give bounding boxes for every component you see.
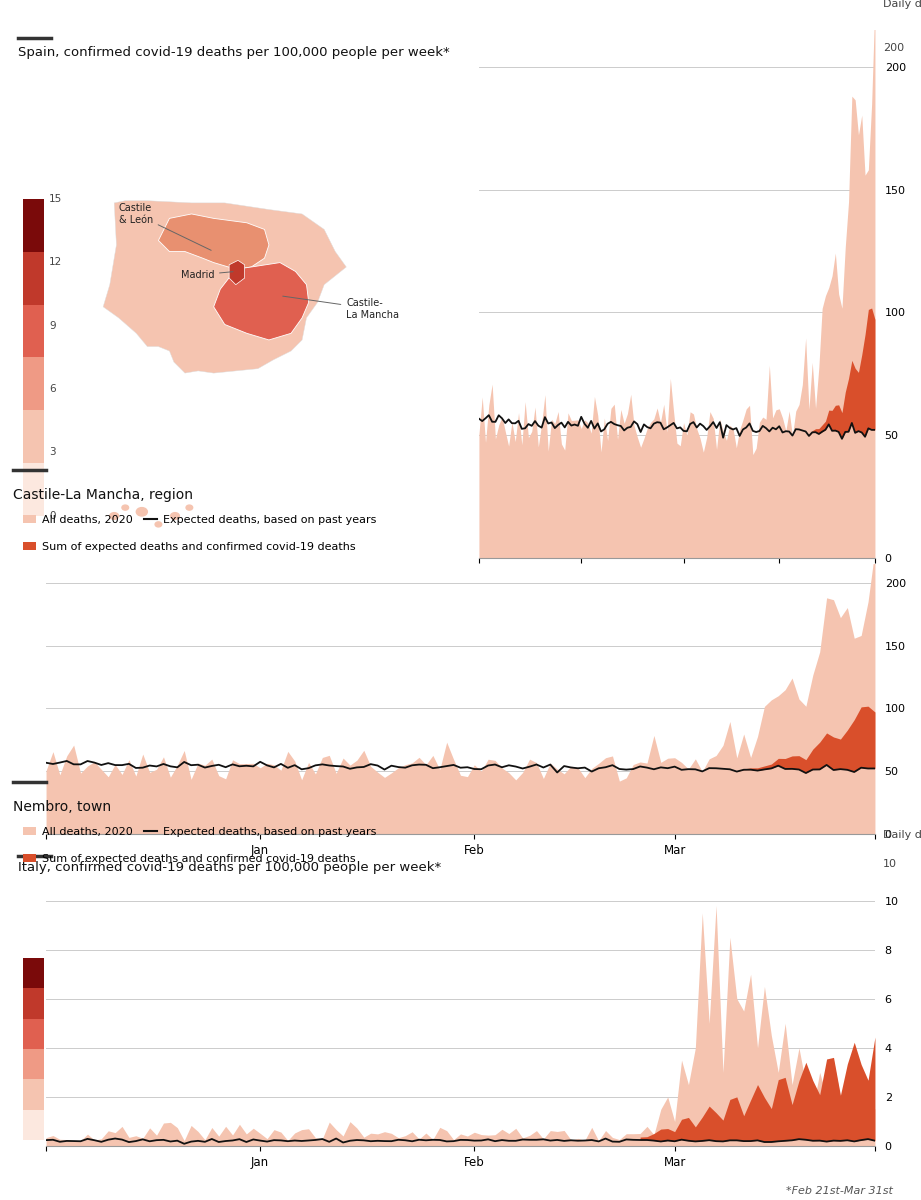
- Circle shape: [170, 512, 180, 520]
- Text: 15: 15: [50, 953, 63, 962]
- Text: Nembro: Nembro: [142, 892, 181, 912]
- FancyBboxPatch shape: [23, 358, 43, 410]
- FancyBboxPatch shape: [23, 989, 43, 1019]
- Text: 9: 9: [50, 320, 56, 331]
- FancyBboxPatch shape: [23, 1049, 43, 1079]
- Text: Castile
& León: Castile & León: [119, 203, 211, 251]
- FancyBboxPatch shape: [23, 958, 43, 989]
- Circle shape: [136, 508, 147, 516]
- Text: *Feb 21st-Mar 31st: *Feb 21st-Mar 31st: [787, 1186, 893, 1196]
- Polygon shape: [137, 889, 242, 937]
- Text: Daily deaths: Daily deaths: [883, 830, 921, 840]
- Polygon shape: [180, 916, 257, 965]
- FancyBboxPatch shape: [23, 199, 43, 252]
- Polygon shape: [116, 889, 305, 1109]
- Circle shape: [122, 505, 129, 510]
- FancyBboxPatch shape: [23, 410, 43, 463]
- Text: Bergamo: Bergamo: [180, 900, 244, 918]
- FancyBboxPatch shape: [23, 252, 43, 305]
- Text: 6: 6: [50, 1062, 56, 1073]
- Text: 15: 15: [50, 194, 63, 204]
- Polygon shape: [103, 200, 346, 373]
- Text: 10: 10: [883, 859, 897, 869]
- FancyBboxPatch shape: [23, 463, 43, 516]
- Text: Nembro, town: Nembro, town: [13, 800, 111, 815]
- Text: 6: 6: [50, 384, 56, 394]
- Polygon shape: [214, 263, 309, 340]
- FancyBboxPatch shape: [23, 1110, 43, 1140]
- Text: Castile-La Mancha, region: Castile-La Mancha, region: [13, 488, 192, 503]
- Text: 12: 12: [50, 257, 63, 268]
- Legend: Sum of expected deaths and confirmed covid-19 deaths: Sum of expected deaths and confirmed cov…: [18, 850, 360, 868]
- Circle shape: [155, 522, 162, 527]
- Text: 12: 12: [50, 989, 63, 1000]
- Text: Castile-
La Mancha: Castile- La Mancha: [283, 296, 400, 320]
- Legend: Sum of expected deaths and confirmed covid-19 deaths: Sum of expected deaths and confirmed cov…: [18, 538, 360, 556]
- Circle shape: [172, 913, 180, 922]
- Text: Madrid: Madrid: [181, 270, 233, 280]
- Text: Daily deaths: Daily deaths: [883, 0, 921, 8]
- Polygon shape: [116, 914, 180, 974]
- Circle shape: [186, 505, 192, 510]
- Text: 9: 9: [50, 1026, 56, 1036]
- Text: 0: 0: [50, 1135, 56, 1145]
- Text: 0: 0: [50, 511, 56, 521]
- Polygon shape: [158, 214, 269, 269]
- Text: Italy, confirmed covid-19 deaths per 100,000 people per week*: Italy, confirmed covid-19 deaths per 100…: [18, 860, 442, 874]
- Text: 3: 3: [50, 448, 56, 457]
- FancyBboxPatch shape: [23, 1079, 43, 1110]
- Text: Spain, confirmed covid-19 deaths per 100,000 people per week*: Spain, confirmed covid-19 deaths per 100…: [18, 46, 450, 59]
- Circle shape: [110, 512, 119, 520]
- FancyBboxPatch shape: [23, 305, 43, 358]
- Text: 200: 200: [883, 43, 904, 53]
- FancyBboxPatch shape: [23, 1019, 43, 1049]
- Text: 3: 3: [50, 1099, 56, 1109]
- Polygon shape: [229, 260, 245, 284]
